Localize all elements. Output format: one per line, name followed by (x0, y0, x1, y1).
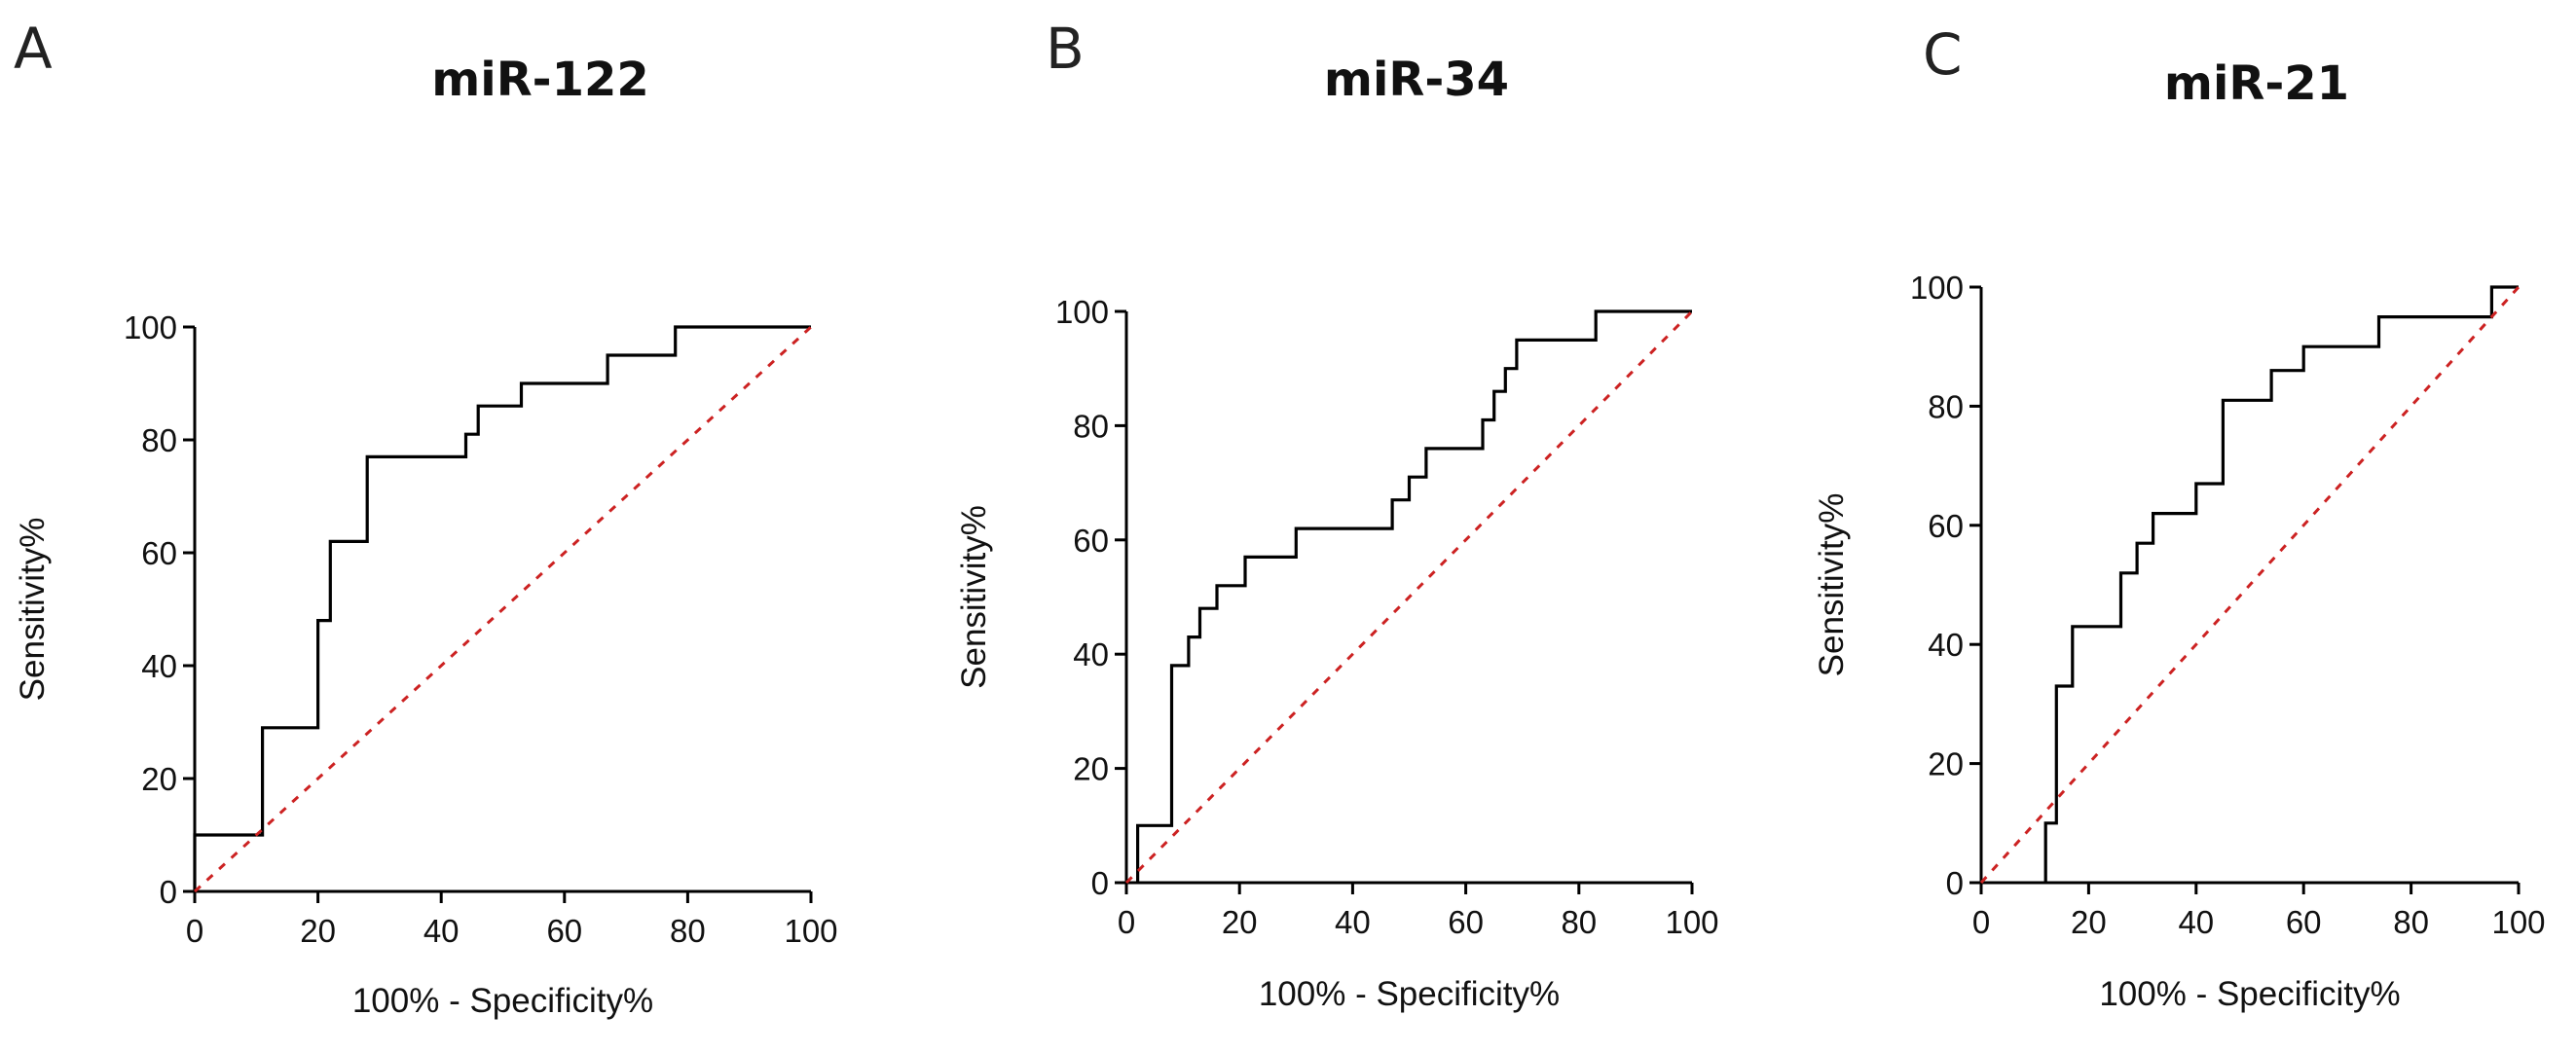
y-tick-label: 0 (1946, 865, 1964, 901)
y-tick-label: 100 (1910, 270, 1964, 306)
reference-line (193, 325, 813, 893)
y-tick-label: 40 (1073, 636, 1109, 672)
x-tick-label: 40 (1335, 904, 1371, 940)
x-tick-label: 0 (1118, 904, 1135, 940)
x-tick-label: 80 (1561, 904, 1597, 940)
y-tick-label: 80 (1928, 388, 1964, 424)
x-tick-label: 20 (2071, 904, 2107, 940)
x-tick-label: 20 (300, 913, 336, 949)
panel-letter: A (14, 16, 53, 82)
y-tick-label: 60 (1928, 508, 1964, 544)
y-tick-label: 20 (1073, 751, 1109, 787)
x-tick-label: 100 (1665, 904, 1718, 940)
reference-line (1979, 285, 2521, 885)
y-tick-label: 60 (141, 535, 177, 571)
reference-line (1124, 309, 1694, 885)
x-axis-label: 100% - Specificity% (1259, 975, 1560, 1013)
x-tick-label: 40 (2178, 904, 2214, 940)
y-tick-label: 40 (141, 648, 177, 684)
roc-curve (1135, 309, 1692, 883)
panel-letter: B (1046, 16, 1085, 82)
y-tick-label: 0 (1091, 865, 1109, 901)
x-tick-label: 0 (1972, 904, 1990, 940)
x-tick-label: 60 (546, 913, 582, 949)
y-tick-label: 60 (1073, 523, 1109, 559)
chart-title: miR-122 (431, 53, 649, 107)
chart-title: miR-34 (1324, 53, 1509, 107)
x-tick-label: 60 (1448, 904, 1484, 940)
x-tick-label: 60 (2286, 904, 2322, 940)
x-tick-label: 0 (186, 913, 203, 949)
chart-title: miR-21 (2164, 56, 2349, 111)
roc-curve (2043, 285, 2519, 883)
y-tick-label: 20 (1928, 746, 1964, 782)
x-axis-label: 100% - Specificity% (352, 982, 653, 1020)
x-axis-label: 100% - Specificity% (2099, 975, 2400, 1013)
y-tick-label: 40 (1928, 627, 1964, 663)
y-tick-label: 0 (160, 874, 177, 910)
x-tick-label: 40 (423, 913, 460, 949)
y-tick-label: 100 (124, 309, 177, 345)
x-tick-label: 100 (784, 913, 837, 949)
panel-letter: C (1923, 21, 1963, 88)
y-tick-label: 80 (1073, 408, 1109, 444)
y-tick-label: 20 (141, 761, 177, 797)
y-axis-label: Sensitivity% (1813, 493, 1851, 677)
x-tick-label: 80 (2393, 904, 2429, 940)
y-tick-label: 80 (141, 422, 177, 458)
roc-curve (193, 325, 811, 891)
y-axis-label: Sensitivity% (14, 518, 52, 702)
x-tick-label: 100 (2491, 904, 2545, 940)
y-tick-label: 100 (1055, 294, 1109, 330)
x-tick-label: 80 (670, 913, 706, 949)
y-axis-label: Sensitivity% (955, 505, 993, 689)
x-tick-label: 20 (1222, 904, 1258, 940)
